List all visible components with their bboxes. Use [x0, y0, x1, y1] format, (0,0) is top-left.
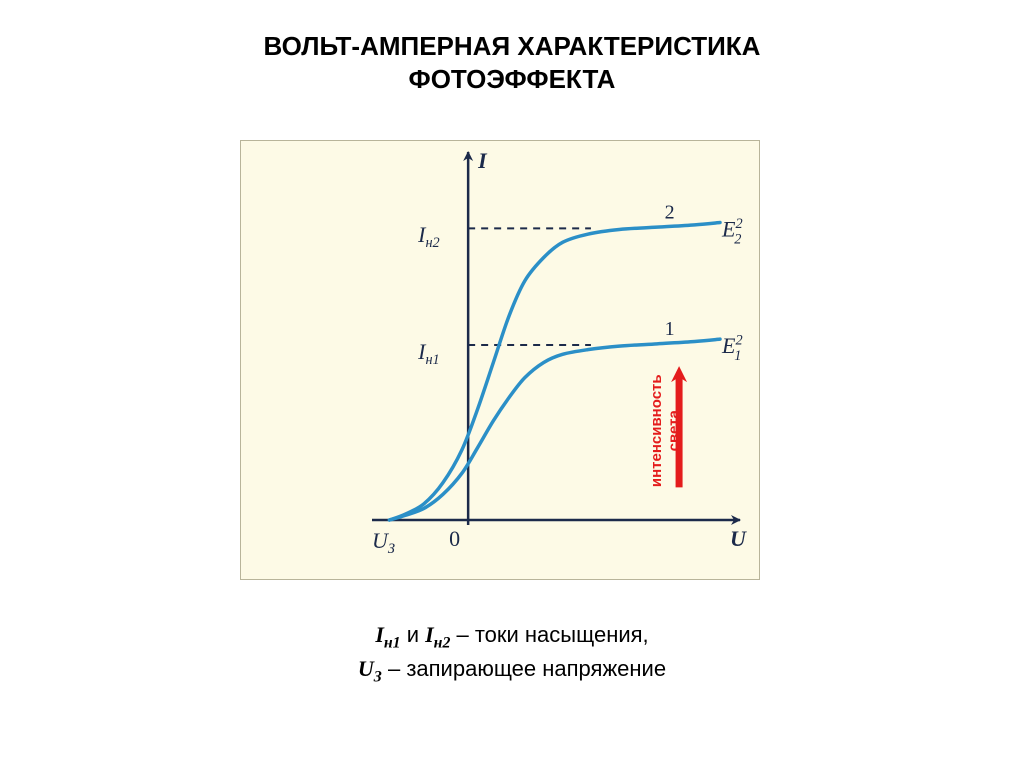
svg-text:2: 2 [665, 201, 675, 223]
iv-chart: IU0UЗIн2Iн11E212E22интенсивностьсвета [240, 140, 760, 580]
caption: Iн1 и Iн2 – токи насыщения, UЗ – запираю… [0, 620, 1024, 688]
caption-and: и [401, 622, 426, 647]
caption-Uz-main: U [358, 656, 374, 681]
title-line-2: ФОТОЭФФЕКТА [409, 64, 616, 94]
svg-text:U: U [730, 526, 747, 551]
caption-part1-tail: – токи насыщения, [450, 622, 648, 647]
title-line-1: ВОЛЬТ-АМПЕРНАЯ ХАРАКТЕРИСТИКА [264, 31, 761, 61]
page: ВОЛЬТ-АМПЕРНАЯ ХАРАКТЕРИСТИКА ФОТОЭФФЕКТ… [0, 0, 1024, 767]
svg-text:I: I [477, 148, 488, 173]
svg-text:1: 1 [665, 318, 675, 340]
caption-part2-tail: – запирающее напряжение [382, 656, 666, 681]
caption-In1-main: I [375, 622, 384, 647]
chart-svg: IU0UЗIн2Iн11E212E22интенсивностьсвета [240, 140, 760, 580]
caption-Uz-sub: З [374, 668, 382, 685]
svg-text:0: 0 [449, 526, 460, 551]
caption-In1-sub: н1 [384, 634, 401, 651]
caption-In2-main: I [425, 622, 434, 647]
page-title: ВОЛЬТ-АМПЕРНАЯ ХАРАКТЕРИСТИКА ФОТОЭФФЕКТ… [0, 30, 1024, 95]
caption-In2-sub: н2 [434, 634, 451, 651]
